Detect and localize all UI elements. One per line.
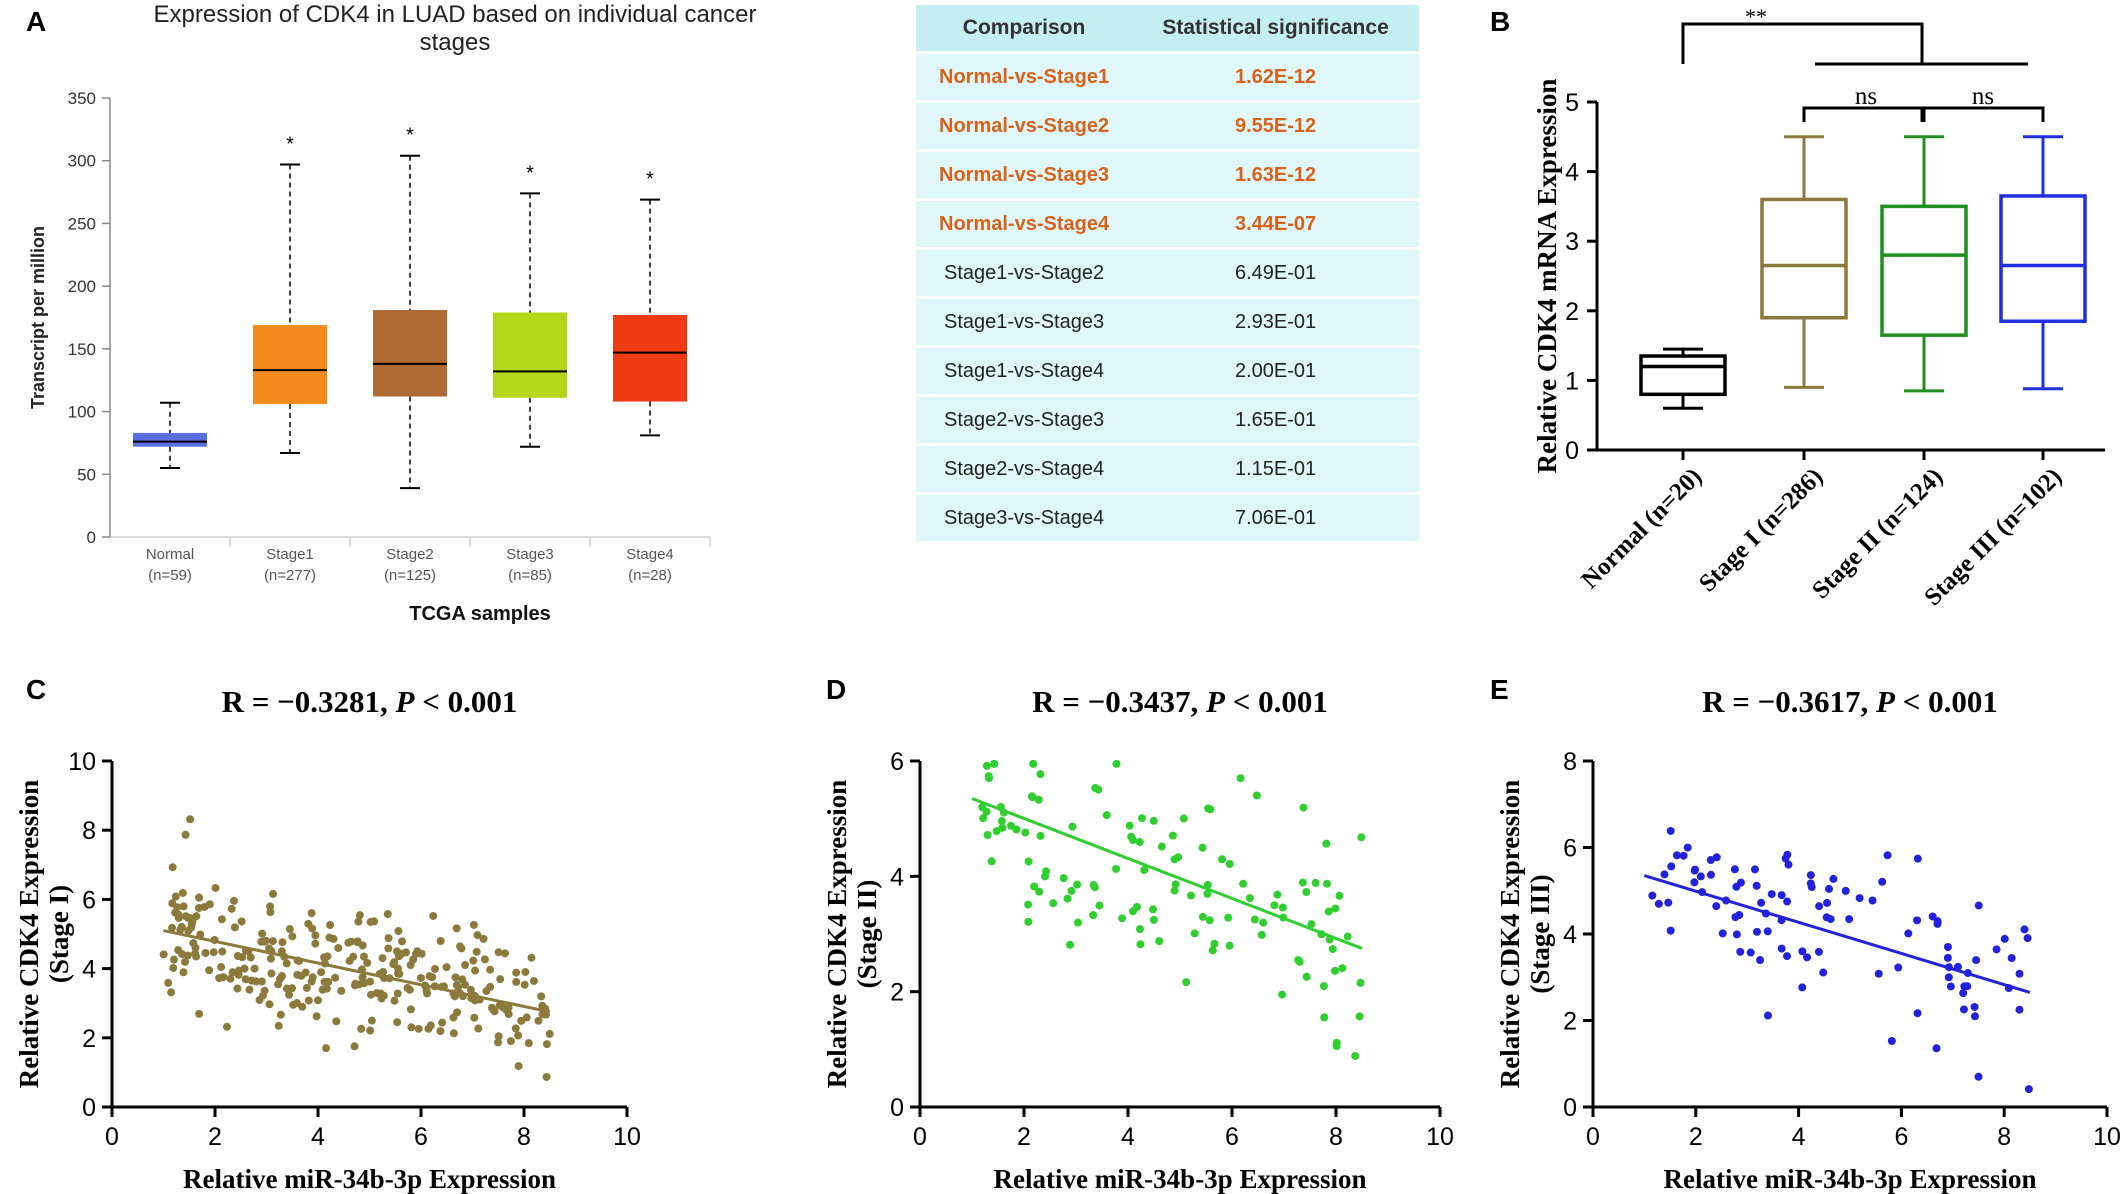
chart-a-x-label: TCGA samples [409, 603, 551, 625]
table-row: Stage2-vs-Stage4 1.15E-01 [916, 446, 1419, 492]
table-cell-p: 1.15E-01 [1132, 446, 1419, 492]
chart-a-y-tick-label: 150 [68, 340, 96, 359]
comparison-table: Comparison Statistical significance Norm… [916, 2, 1419, 544]
chart-a-y-tick-label: 0 [87, 528, 96, 547]
table-row: Stage1-vs-Stage3 2.93E-01 [916, 299, 1419, 345]
table-row: Normal-vs-Stage4 3.44E-07 [916, 201, 1419, 247]
panel-label-d: D [826, 674, 847, 705]
table-cell-comparison: Stage1-vs-Stage3 [916, 299, 1133, 345]
table-cell-p: 2.00E-01 [1132, 348, 1419, 394]
table-cell-p: 9.55E-12 [1132, 103, 1419, 149]
panel-label-b: B [1490, 6, 1511, 37]
table-cell-comparison: Stage2-vs-Stage4 [916, 446, 1133, 492]
chart-a-y-tick-label: 100 [68, 403, 96, 422]
table-cell-comparison: Stage3-vs-Stage4 [916, 495, 1133, 541]
chart-a-box [253, 325, 327, 405]
table-row: Normal-vs-Stage1 1.62E-12 [916, 54, 1419, 100]
chart-a-x-tick-count: (n=59) [148, 567, 192, 584]
chart-a-y-tick-label: 250 [68, 214, 96, 233]
chart-a-x-tick-label: Normal [146, 546, 194, 563]
panel-label-e: E [1490, 674, 1509, 705]
table-header-row: Comparison Statistical significance [916, 5, 1419, 51]
table-cell-p: 1.65E-01 [1132, 397, 1419, 443]
chart-a-x-tick-label: Stage1 [266, 546, 314, 563]
table-cell-comparison: Normal-vs-Stage2 [916, 103, 1133, 149]
table-cell-comparison: Stage1-vs-Stage2 [916, 250, 1133, 296]
chart-a-title-line1: Expression of CDK4 in LUAD based on indi… [154, 1, 757, 28]
table-cell-comparison: Normal-vs-Stage1 [916, 54, 1133, 100]
table-header-comparison: Comparison [916, 5, 1133, 51]
chart-a-box [493, 312, 567, 398]
table-cell-comparison: Stage2-vs-Stage3 [916, 397, 1133, 443]
chart-a-significance-marker: * [646, 169, 654, 191]
chart-a-x-tick-label: Stage3 [506, 546, 554, 563]
table-cell-p: 1.63E-12 [1132, 152, 1419, 198]
table-cell-p: 1.62E-12 [1132, 54, 1419, 100]
chart-a-y-tick-label: 50 [77, 465, 96, 484]
chart-a-box [613, 314, 687, 402]
panel-label-c: C [26, 674, 47, 705]
table-cell-comparison: Normal-vs-Stage4 [916, 201, 1133, 247]
chart-a-y-label: Transcript per million [28, 226, 48, 409]
table-cell-p: 6.49E-01 [1132, 250, 1419, 296]
table-row: Stage2-vs-Stage3 1.65E-01 [916, 397, 1419, 443]
table-row: Normal-vs-Stage3 1.63E-12 [916, 152, 1419, 198]
table-row: Normal-vs-Stage2 9.55E-12 [916, 103, 1419, 149]
chart-a-x-tick-count: (n=125) [384, 567, 436, 584]
chart-a-x-tick-count: (n=85) [508, 567, 552, 584]
table-row: Stage1-vs-Stage2 6.49E-01 [916, 250, 1419, 296]
table-row: Stage1-vs-Stage4 2.00E-01 [916, 348, 1419, 394]
table-cell-comparison: Normal-vs-Stage3 [916, 152, 1133, 198]
chart-a-x-tick-count: (n=28) [628, 567, 672, 584]
chart-a-box [133, 432, 207, 447]
table-header-significance: Statistical significance [1132, 5, 1419, 51]
chart-a-box [373, 309, 447, 397]
chart-a-x-tick-label: Stage4 [626, 546, 674, 563]
chart-a-x-tick-label: Stage2 [386, 546, 434, 563]
table-cell-p: 3.44E-07 [1132, 201, 1419, 247]
chart-a-significance-marker: * [406, 125, 414, 147]
table-cell-p: 2.93E-01 [1132, 299, 1419, 345]
chart-a-y-tick-label: 200 [68, 277, 96, 296]
chart-a-significance-marker: * [526, 162, 534, 184]
chart-a-significance-marker: * [286, 133, 294, 155]
chart-a-x-tick-count: (n=277) [264, 567, 316, 584]
table-cell-p: 7.06E-01 [1132, 495, 1419, 541]
chart-a-y-tick-label: 350 [68, 89, 96, 108]
chart-a-title-line2: stages [420, 29, 491, 56]
chart-a-y-tick-label: 300 [68, 152, 96, 171]
table-row: Stage3-vs-Stage4 7.06E-01 [916, 495, 1419, 541]
panel-label-a: A [26, 6, 47, 37]
table-cell-comparison: Stage1-vs-Stage4 [916, 348, 1133, 394]
